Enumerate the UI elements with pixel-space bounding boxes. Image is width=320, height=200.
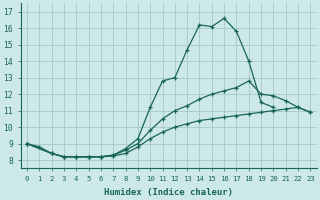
X-axis label: Humidex (Indice chaleur): Humidex (Indice chaleur) — [104, 188, 233, 197]
